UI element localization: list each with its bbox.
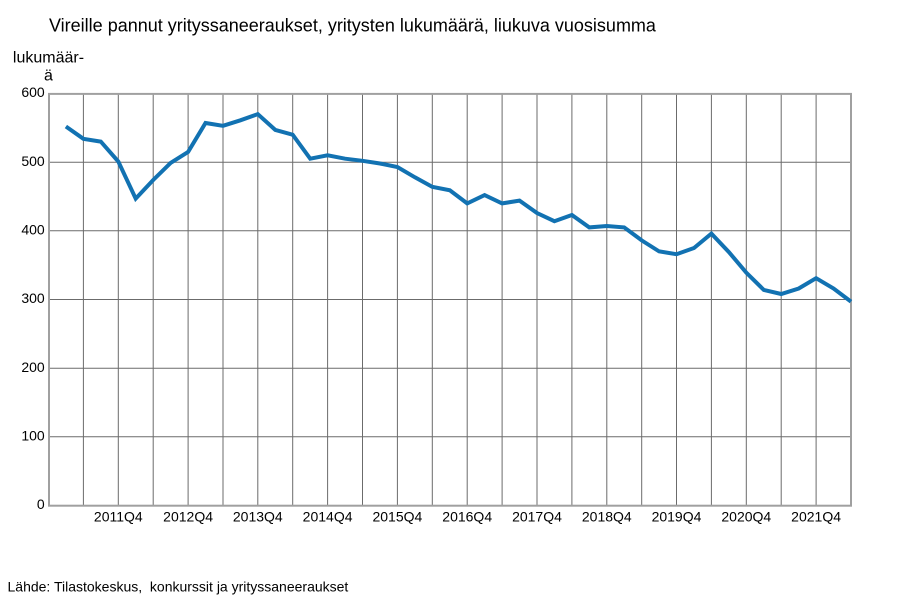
- svg-text:2020Q4: 2020Q4: [721, 508, 771, 524]
- svg-text:200: 200: [21, 359, 45, 375]
- svg-text:2018Q4: 2018Q4: [582, 508, 632, 524]
- svg-text:2013Q4: 2013Q4: [233, 508, 283, 524]
- svg-text:2015Q4: 2015Q4: [372, 508, 422, 524]
- svg-text:300: 300: [21, 290, 45, 306]
- svg-text:0: 0: [37, 496, 45, 512]
- svg-text:lukumäär-: lukumäär-: [13, 50, 84, 67]
- svg-text:500: 500: [21, 153, 45, 169]
- svg-text:2011Q4: 2011Q4: [94, 508, 143, 524]
- svg-text:2019Q4: 2019Q4: [652, 508, 702, 524]
- svg-text:2016Q4: 2016Q4: [442, 508, 492, 524]
- svg-text:2017Q4: 2017Q4: [512, 508, 562, 524]
- svg-text:2021Q4: 2021Q4: [791, 508, 841, 524]
- svg-text:Lähde: Tilastokeskus, konkurs: Lähde: Tilastokeskus, konkurssit ja yrit…: [8, 578, 349, 594]
- svg-text:ä: ä: [44, 67, 53, 84]
- svg-text:100: 100: [21, 428, 45, 444]
- svg-text:600: 600: [21, 84, 45, 100]
- svg-text:400: 400: [21, 222, 45, 238]
- svg-text:2012Q4: 2012Q4: [163, 508, 213, 524]
- svg-text:Vireille pannut yrityssaneerau: Vireille pannut yrityssaneeraukset, yrit…: [49, 16, 657, 36]
- svg-text:2014Q4: 2014Q4: [303, 508, 353, 524]
